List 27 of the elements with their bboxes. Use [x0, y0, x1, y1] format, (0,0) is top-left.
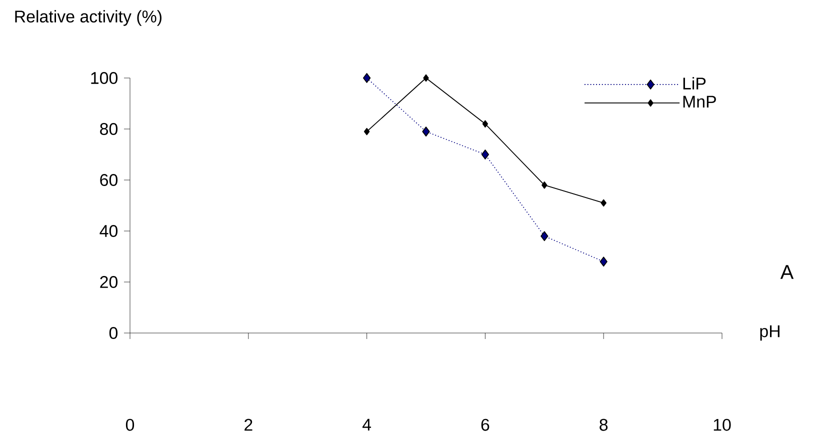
point — [364, 128, 370, 136]
point — [540, 231, 548, 242]
x-tick-label: 2 — [244, 418, 252, 431]
legend-label: LiP — [683, 77, 706, 90]
y-tick-label: 60 — [100, 174, 118, 186]
text: A — [780, 265, 794, 279]
x-tick-label: 4 — [362, 418, 372, 430]
x-axis-title: pH — [760, 325, 780, 341]
x-tick-label: 8 — [600, 418, 608, 431]
y-tick-label: 0 — [109, 327, 118, 339]
y-tick-label: 100 — [91, 72, 118, 84]
y-tick-label: 40 — [100, 225, 118, 237]
point — [362, 73, 371, 83]
point — [600, 199, 606, 207]
point — [422, 126, 430, 136]
point — [482, 120, 488, 128]
point — [481, 150, 490, 160]
x-tick-label: 6 — [481, 418, 490, 431]
y-axis-title: Relative activity (%) — [15, 10, 162, 26]
point — [600, 256, 608, 267]
point — [542, 181, 548, 189]
x-tick-label: 10 — [714, 418, 731, 431]
legend-label: MnP — [683, 96, 716, 108]
y-tick-label: 20 — [100, 276, 118, 288]
y-tick-label: 80 — [100, 123, 118, 135]
x-tick-label: 0 — [126, 418, 134, 431]
point — [423, 74, 429, 82]
